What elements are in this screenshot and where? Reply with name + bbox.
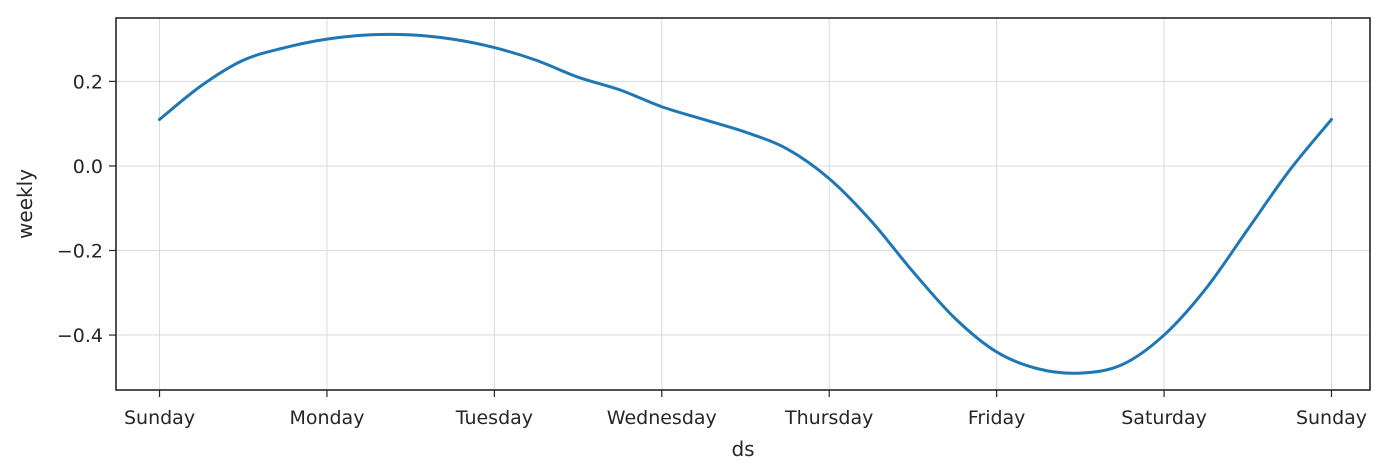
x-tick-label: Friday [968, 407, 1026, 429]
x-tick-label: Sunday [124, 407, 195, 429]
x-tick-label: Sunday [1296, 407, 1367, 429]
series-layer [158, 32, 1333, 375]
weekly-series-line [158, 32, 1333, 375]
y-tick-label: −0.2 [57, 241, 103, 263]
y-axis-label: weekly [13, 169, 37, 239]
x-axis-label: ds [731, 437, 754, 461]
x-tick-label: Monday [289, 407, 364, 429]
x-tick-label: Thursday [784, 407, 873, 429]
x-tick-label: Wednesday [607, 407, 717, 429]
y-tick-label: −0.4 [57, 325, 103, 347]
plot-frame [115, 17, 1371, 391]
grid-lines [116, 18, 1370, 390]
x-tick-label: Tuesday [455, 407, 533, 429]
y-tick-label: 0.2 [73, 71, 103, 93]
y-tick-label: 0.0 [73, 156, 103, 178]
axis-ticks: Sunday Monday Tuesday Wednesday Thursday Frid… [57, 71, 1367, 429]
x-tick-label: Saturday [1121, 407, 1207, 429]
